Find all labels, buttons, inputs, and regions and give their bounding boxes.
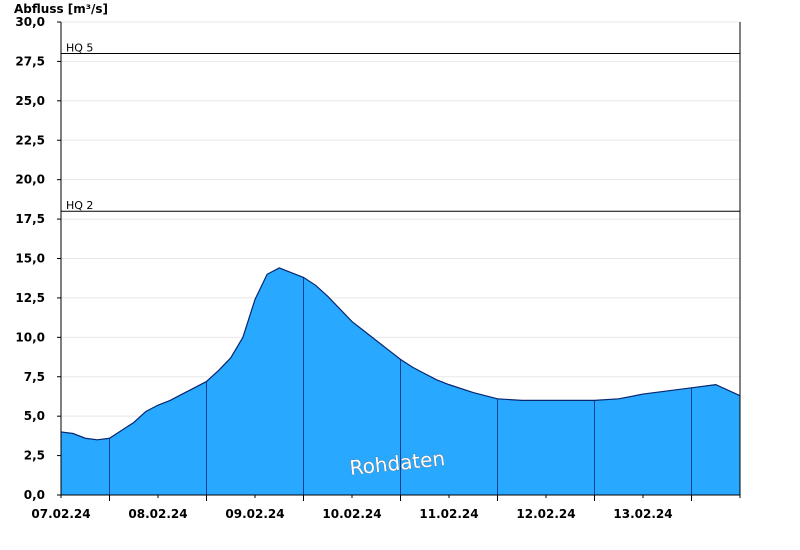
y-axis-title: Abfluss [m³/s] — [14, 2, 108, 16]
y-tick-label: 17,5 — [15, 212, 45, 226]
y-tick-label: 20,0 — [15, 173, 45, 187]
y-tick-label: 25,0 — [15, 94, 45, 108]
x-ticks: 07.02.24 08.02.24 09.02.24 10.02.24 11.02.24… — [31, 495, 741, 521]
y-ticks: 0,0 2,5 5,0 7,5 10,0 12,5 15,0 17,5 20,0 22,5 25,0… — [15, 15, 61, 502]
y-tick-label: 7,5 — [24, 370, 45, 384]
x-tick-label: 09.02.24 — [225, 507, 284, 521]
y-tick-label: 5,0 — [24, 409, 45, 423]
x-tick-label: 11.02.24 — [419, 507, 478, 521]
x-tick-label: 08.02.24 — [128, 507, 187, 521]
y-tick-label: 2,5 — [24, 449, 45, 463]
y-tick-label: 30,0 — [15, 15, 45, 29]
reference-line-label: HQ 5 — [66, 42, 93, 55]
discharge-line — [60, 267, 741, 441]
reference-line-label: HQ 2 — [66, 199, 93, 212]
x-tick-label: 13.02.24 — [613, 507, 672, 521]
y-tick-label: 10,0 — [15, 330, 45, 344]
x-tick-label: 10.02.24 — [322, 507, 381, 521]
x-tick-label: 07.02.24 — [31, 507, 90, 521]
reference-lines: HQ 2 HQ 5 — [61, 42, 740, 212]
y-tick-label: 15,0 — [15, 252, 45, 266]
y-tick-label: 27,5 — [15, 54, 45, 68]
y-tick-label: 0,0 — [24, 488, 45, 502]
x-tick-label: 12.02.24 — [516, 507, 575, 521]
y-tick-label: 12,5 — [15, 291, 45, 305]
y-tick-label: 22,5 — [15, 133, 45, 147]
day-separator-lines — [109, 277, 692, 495]
